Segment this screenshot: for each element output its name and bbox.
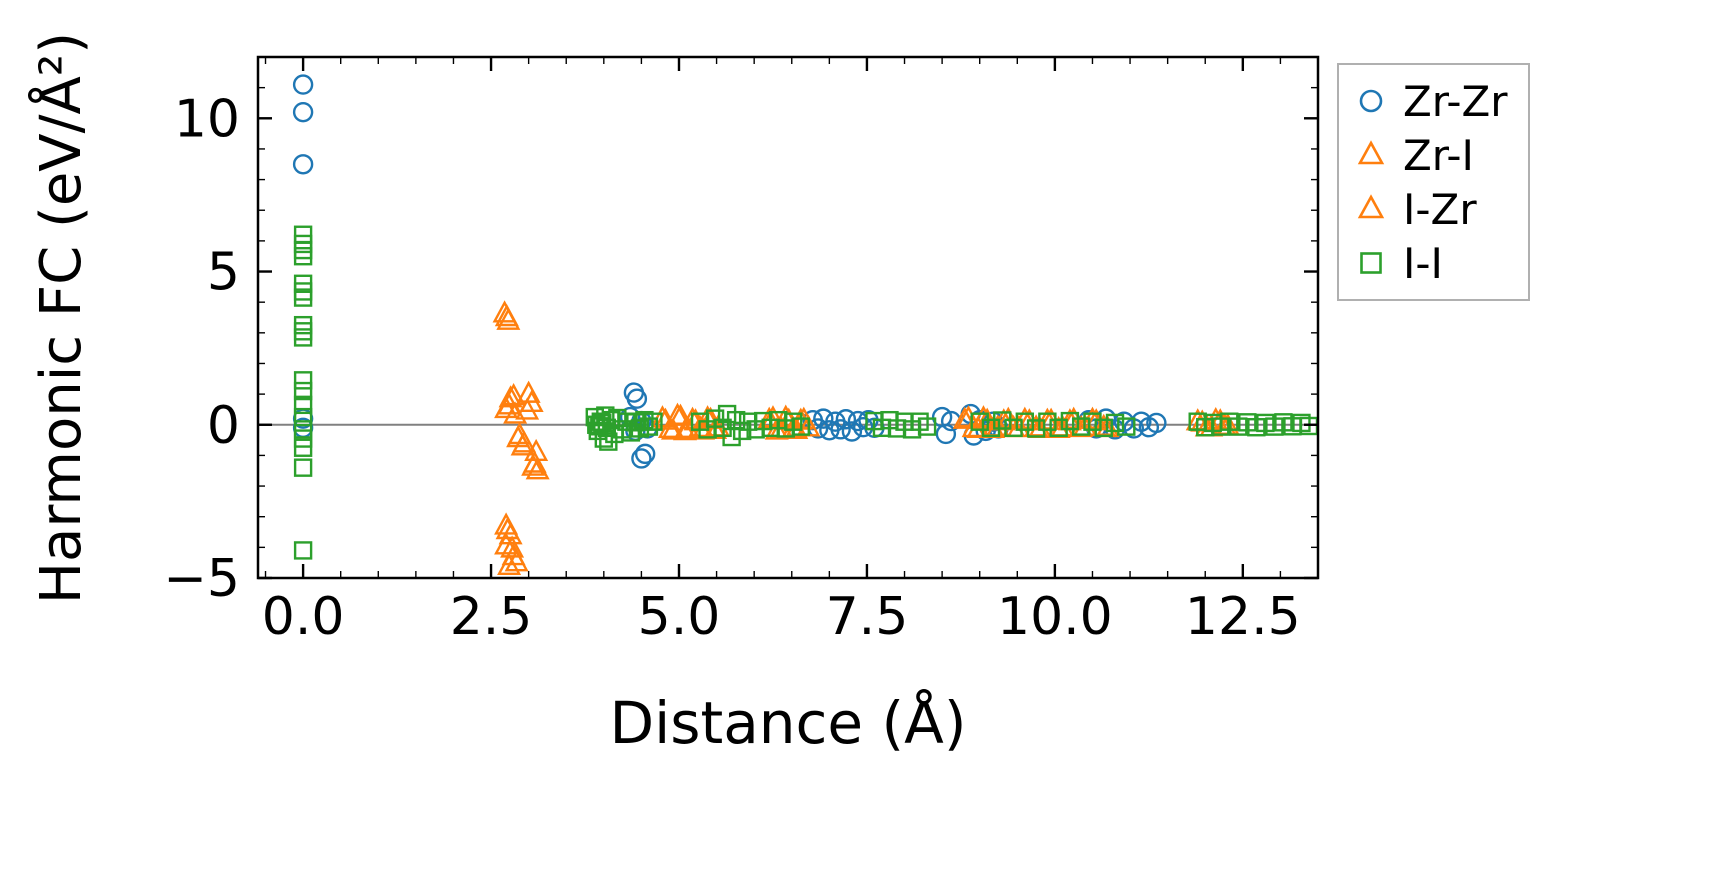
data-point [293,322,313,341]
data-point [524,438,549,462]
x-tick-label: 5.0 [638,587,721,647]
x-tick-label: 2.5 [450,587,533,647]
data-point [1060,411,1080,431]
y-tick-label: 0 [207,396,240,456]
data-point [293,458,313,477]
legend-label: I-I [1403,238,1443,288]
data-point [1117,417,1136,436]
data-point [292,74,314,95]
data-point [1094,418,1113,438]
legend-entry-zr-i: Zr-I [1351,129,1508,181]
data-point [760,405,785,428]
data-point [596,406,615,425]
data-point [830,419,851,440]
data-point [497,552,522,576]
x-tick-label: 7.5 [826,587,909,647]
legend-entry-zr-zr: Zr-Zr [1351,75,1508,127]
data-point [498,385,523,408]
data-point [293,541,313,560]
data-point [594,429,614,448]
data-point [292,101,314,123]
series-i-zr [494,303,1240,572]
legend-entry-i-zr: I-Zr [1351,183,1508,235]
data-point [668,403,693,426]
series-zr-zr [292,74,1167,469]
triangle-marker-icon [1357,140,1385,165]
data-point [1105,413,1125,433]
data-point [521,453,546,476]
triangle-marker-icon [1357,194,1385,219]
y-tick-label: 10 [174,89,240,149]
x-axis-label: Distance (Å) [609,689,967,757]
axis-ticks [258,56,1319,580]
data-point [293,240,313,260]
data-point [495,516,520,540]
data-point [1015,412,1035,431]
legend-label: Zr-Zr [1403,76,1508,126]
plot-markers [292,74,1319,576]
data-point [501,383,526,406]
data-point [293,407,313,427]
data-point [494,532,519,555]
tick-labels: 0.0 2.5 5.0 7.5 10.0 12.5 −5 0 5 10 [163,89,1300,647]
data-point [293,371,313,390]
data-point [510,433,535,456]
data-point [935,423,957,445]
x-tick-label: 0.0 [262,587,345,647]
data-point [660,417,685,440]
data-point [1004,418,1023,438]
y-axis-label: Harmonic FC (eV/Å²) [29,31,94,605]
data-point [293,381,313,401]
data-point [293,247,313,266]
data-point [813,408,834,429]
data-point [293,288,313,307]
x-tick-label: 12.5 [1185,587,1301,647]
data-point [726,410,746,430]
data-point [1026,419,1046,438]
circle-marker-icon [1359,89,1383,113]
data-point [293,328,313,347]
data-point [1083,412,1102,431]
data-point [293,395,313,415]
data-point [917,417,937,436]
series-i-i [293,225,1319,560]
x-tick-label: 10.0 [997,587,1113,647]
data-point [956,405,981,428]
data-point [1049,418,1068,438]
legend-label: I-Zr [1403,184,1477,234]
data-point [293,315,313,335]
legend-label: Zr-I [1403,130,1474,180]
data-point [835,409,857,430]
data-point [841,421,863,442]
data-point [970,412,989,431]
data-point [292,154,314,175]
legend: Zr-Zr Zr-I I-Zr I-I [1337,63,1530,301]
data-point [644,412,663,431]
data-point [639,417,659,436]
data-point [791,417,810,436]
plot-border [256,55,1320,580]
legend-entry-i-i: I-I [1351,237,1508,289]
data-point [952,406,977,429]
data-point [1146,412,1167,434]
y-tick-label: −5 [163,549,240,609]
data-point [504,549,529,572]
data-point [1038,412,1057,431]
data-point [293,438,313,457]
data-point [634,443,656,465]
square-marker-icon [1360,252,1382,274]
data-point [631,448,652,469]
data-point [525,457,550,480]
y-tick-label: 5 [207,243,240,303]
data-point [500,535,525,558]
data-point [494,303,519,327]
data-point [515,397,540,420]
data-point [626,388,648,409]
data-point [1071,417,1091,436]
